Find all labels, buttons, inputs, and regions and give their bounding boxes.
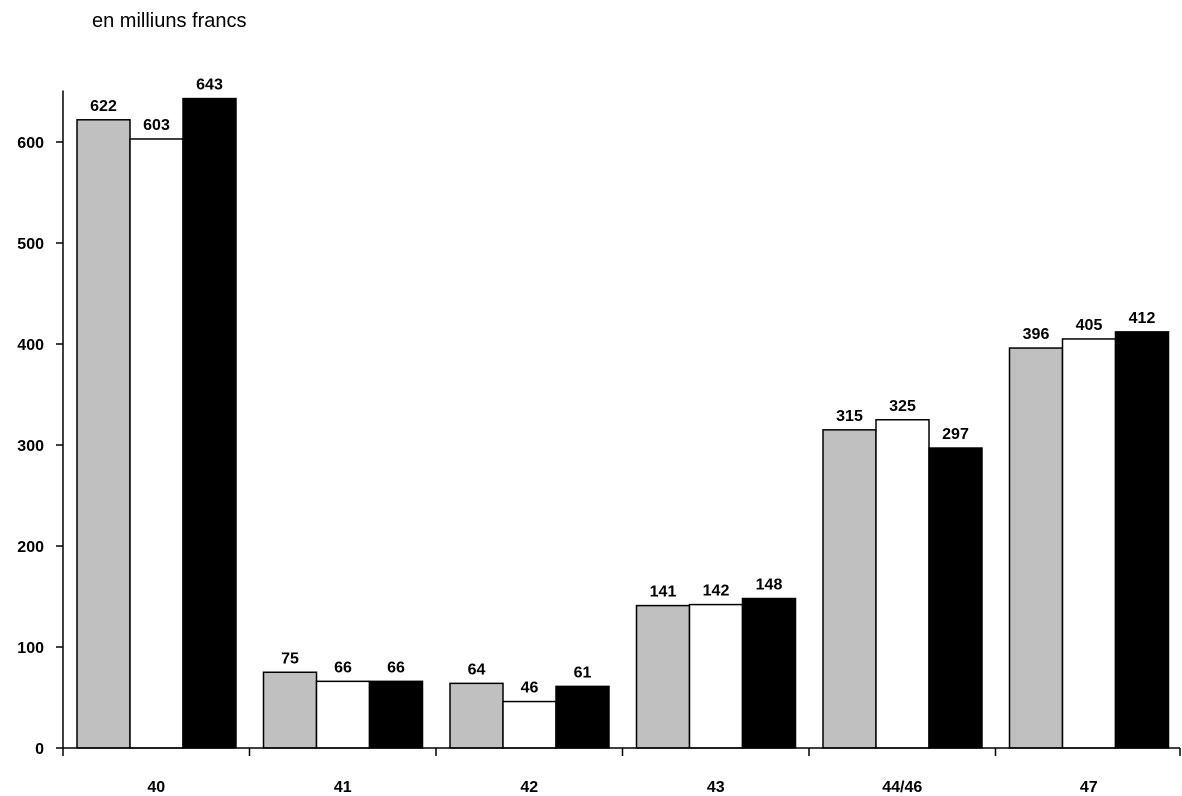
- bar: [635, 604, 691, 749]
- data-label: 64: [468, 661, 486, 678]
- y-tick-label: 400: [17, 337, 44, 354]
- bar: [262, 671, 318, 749]
- x-tick-label: 43: [707, 779, 725, 796]
- bar: [449, 682, 504, 749]
- data-label: 405: [1076, 317, 1103, 334]
- bar: [875, 419, 930, 749]
- data-label: 396: [1023, 326, 1050, 343]
- bar: [368, 680, 424, 749]
- y-tick-label: 200: [17, 539, 44, 556]
- bar: [1008, 347, 1064, 749]
- data-label: 61: [574, 664, 592, 681]
- bar: [741, 597, 797, 749]
- bar: [129, 138, 184, 749]
- bar: [1061, 338, 1117, 749]
- x-tick-label: 42: [520, 779, 538, 796]
- x-tick-label: 41: [334, 779, 352, 796]
- bar: [76, 119, 131, 749]
- data-label: 148: [756, 577, 783, 594]
- bar: [928, 447, 983, 749]
- data-label: 325: [889, 398, 916, 415]
- bar: [688, 603, 744, 749]
- bar: [1114, 331, 1170, 749]
- data-label: 603: [143, 117, 170, 134]
- y-tick-label: 300: [17, 438, 44, 455]
- y-tick-label: 100: [17, 640, 44, 657]
- bar: [182, 97, 237, 749]
- data-label: 75: [281, 650, 299, 667]
- x-tick-label: 40: [147, 779, 165, 796]
- y-tick-label: 500: [17, 236, 44, 253]
- bar: [502, 700, 557, 749]
- bar: [555, 685, 610, 749]
- data-label: 622: [90, 98, 117, 115]
- bar: [315, 680, 371, 749]
- chart-subtitle: en milliuns francs: [92, 10, 247, 32]
- y-tick-label: 0: [35, 741, 44, 758]
- data-label: 142: [703, 583, 730, 600]
- x-tick-label: 44/46: [882, 779, 922, 796]
- data-label: 412: [1129, 310, 1156, 327]
- data-label: 315: [836, 408, 863, 425]
- y-tick-label: 600: [17, 135, 44, 152]
- data-label: 643: [196, 77, 223, 94]
- bar: [822, 429, 877, 749]
- data-label: 297: [942, 426, 969, 443]
- x-tick-label: 47: [1080, 779, 1098, 796]
- data-label: 66: [334, 659, 352, 676]
- data-label: 66: [387, 659, 405, 676]
- data-label: 141: [650, 584, 677, 601]
- data-label: 46: [521, 680, 539, 697]
